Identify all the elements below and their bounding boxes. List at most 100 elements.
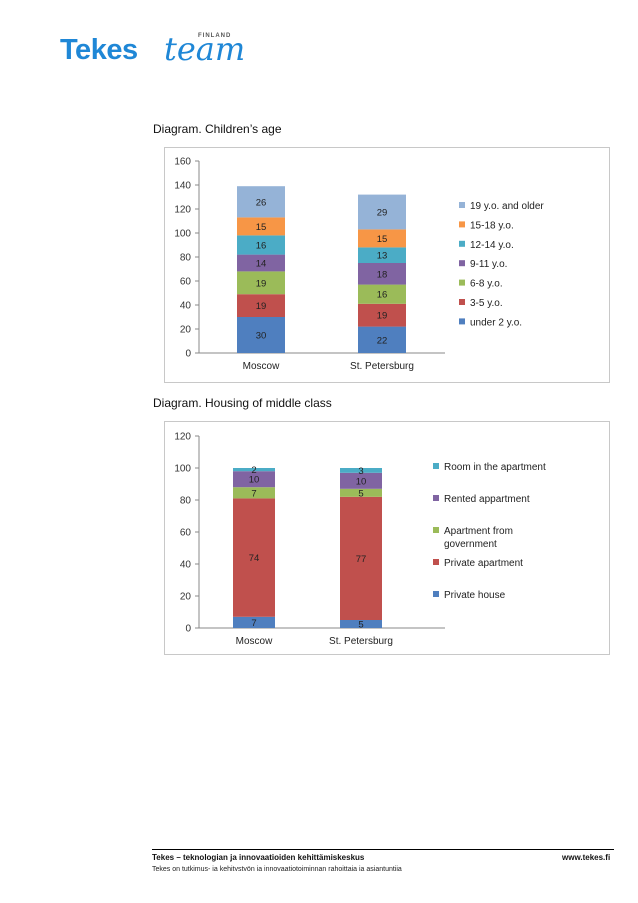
- chart1-title: Diagram. Children’s age: [153, 122, 282, 136]
- legend-swatch: [459, 260, 465, 267]
- y-tick-label: 120: [174, 432, 191, 443]
- footer-rule: [152, 849, 614, 850]
- chart2-title: Diagram. Housing of middle class: [153, 396, 332, 410]
- logo-tekes-wordmark: Tekes: [60, 34, 138, 66]
- bar-segment: [233, 471, 275, 488]
- data-label: 16: [377, 290, 388, 301]
- legend-label-line: Private apartment: [444, 558, 523, 569]
- legend-label-line: Rented appartment: [444, 494, 530, 505]
- data-label: 19: [256, 278, 267, 289]
- data-label: 7: [251, 618, 256, 629]
- data-label: 19: [256, 301, 267, 312]
- bar-segment: [340, 488, 382, 497]
- chart2-frame: 0 20 40 60 80 100 120 7 74 7 10 2 Moscow 5 77 5 10 3 St. P…: [164, 421, 610, 655]
- y-tick-label: 20: [180, 592, 192, 603]
- y-tick-label: 100: [174, 229, 191, 240]
- data-label: 15: [256, 222, 267, 233]
- x-tick-label: St. Petersburg: [350, 361, 414, 372]
- legend-swatch: [459, 221, 465, 228]
- logo-team-wordmark: team: [164, 30, 246, 68]
- y-tick-label: 60: [180, 277, 192, 288]
- legend-label: 12-14 y.o.: [470, 240, 514, 251]
- legend-swatch: [433, 527, 439, 533]
- bar-segment: [358, 303, 406, 327]
- y-tick-label: 80: [180, 496, 192, 507]
- legend-label: 15-18 y.o.: [470, 220, 514, 231]
- data-label: 29: [377, 208, 388, 219]
- y-tick-label: 160: [174, 157, 191, 168]
- bar-segment: [233, 487, 275, 499]
- legend-label-line: 12-14 y.o.: [470, 240, 514, 251]
- legend-label: 6-8 y.o.: [470, 279, 503, 290]
- bar-segment: [237, 235, 285, 255]
- x-tick-label: Moscow: [236, 636, 273, 647]
- legend-swatch: [433, 559, 439, 565]
- data-label: 16: [256, 241, 267, 252]
- legend-swatch: [433, 495, 439, 501]
- y-tick-label: 0: [185, 349, 191, 360]
- legend-label: under 2 y.o.: [470, 317, 522, 328]
- bar-segment: [233, 498, 275, 617]
- bar-segment: [358, 229, 406, 248]
- legend-label: 3-5 y.o.: [470, 298, 503, 309]
- data-label: 26: [256, 197, 267, 208]
- legend-label: 9-11 y.o.: [470, 259, 507, 270]
- y-tick-label: 0: [185, 624, 191, 635]
- data-label: 10: [249, 475, 260, 486]
- footer-sub: Tekes on tutkimus- ja kehitystyön ja inn…: [152, 866, 402, 871]
- data-label: 2: [251, 465, 256, 476]
- footer-url[interactable]: www.tekes.fi: [562, 853, 611, 862]
- bar-segment: [237, 217, 285, 236]
- data-label: 13: [377, 251, 388, 262]
- bar-segment: [358, 284, 406, 304]
- legend-label: 19 y.o. and older: [470, 201, 544, 212]
- data-label: 5: [358, 488, 363, 499]
- legend-swatch: [459, 279, 465, 286]
- chart1-svg: 0 20 40 60 80 100 120 140 160 30 19 19 14 16 15 26 Mosco…: [174, 157, 544, 373]
- legend-label-line: 19 y.o. and older: [470, 201, 544, 212]
- x-tick-label: Moscow: [243, 361, 280, 372]
- footer-org: Tekes – teknologian ja innovaatioiden ke…: [152, 853, 365, 862]
- legend-label-line: 15-18 y.o.: [470, 220, 514, 231]
- y-tick-label: 100: [174, 464, 191, 475]
- legend-label-line: Room in the apartment: [444, 462, 546, 473]
- legend-label: Apartment from government: [444, 526, 513, 550]
- data-label: 18: [377, 269, 388, 280]
- legend-label-line: under 2 y.o.: [470, 317, 522, 328]
- legend-swatch: [459, 202, 465, 208]
- legend-label-line: 3-5 y.o.: [470, 298, 503, 309]
- y-tick-label: 80: [180, 253, 192, 264]
- bar-segment: [237, 317, 285, 353]
- bar-segment: [237, 271, 285, 295]
- bar-segment: [358, 263, 406, 285]
- legend-label-line: 9-11 y.o.: [470, 259, 507, 270]
- tekes-team-logo: Tekes team FINLAND: [60, 30, 260, 72]
- logo-finland-label: FINLAND: [198, 33, 232, 39]
- legend-swatch: [459, 240, 465, 247]
- legend-label: Rented appartment: [444, 494, 530, 505]
- bar-segment: [340, 472, 382, 489]
- legend-label-line: Apartment from: [444, 526, 513, 537]
- legend-label-line: Private house: [444, 590, 506, 601]
- bar-segment: [358, 326, 406, 353]
- bar-segment: [358, 247, 406, 263]
- legend-swatch: [433, 591, 439, 597]
- data-label: 15: [377, 234, 388, 245]
- data-label: 10: [356, 476, 367, 487]
- data-label: 5: [358, 620, 363, 631]
- chart1-frame: 0 20 40 60 80 100 120 140 160 30 19 19 14 16 15 26 Mosco…: [164, 147, 610, 383]
- bar-segment: [340, 496, 382, 620]
- data-label: 77: [356, 554, 367, 565]
- data-label: 74: [249, 553, 260, 564]
- legend-label: Room in the apartment: [444, 462, 546, 473]
- data-label: 22: [377, 335, 388, 346]
- y-tick-label: 120: [174, 205, 191, 216]
- legend-swatch: [459, 318, 465, 325]
- legend-swatch: [459, 299, 465, 305]
- bar-segment: [237, 254, 285, 272]
- y-tick-label: 60: [180, 528, 192, 539]
- data-label: 3: [358, 466, 363, 477]
- y-tick-label: 20: [180, 325, 192, 336]
- data-label: 19: [377, 311, 388, 322]
